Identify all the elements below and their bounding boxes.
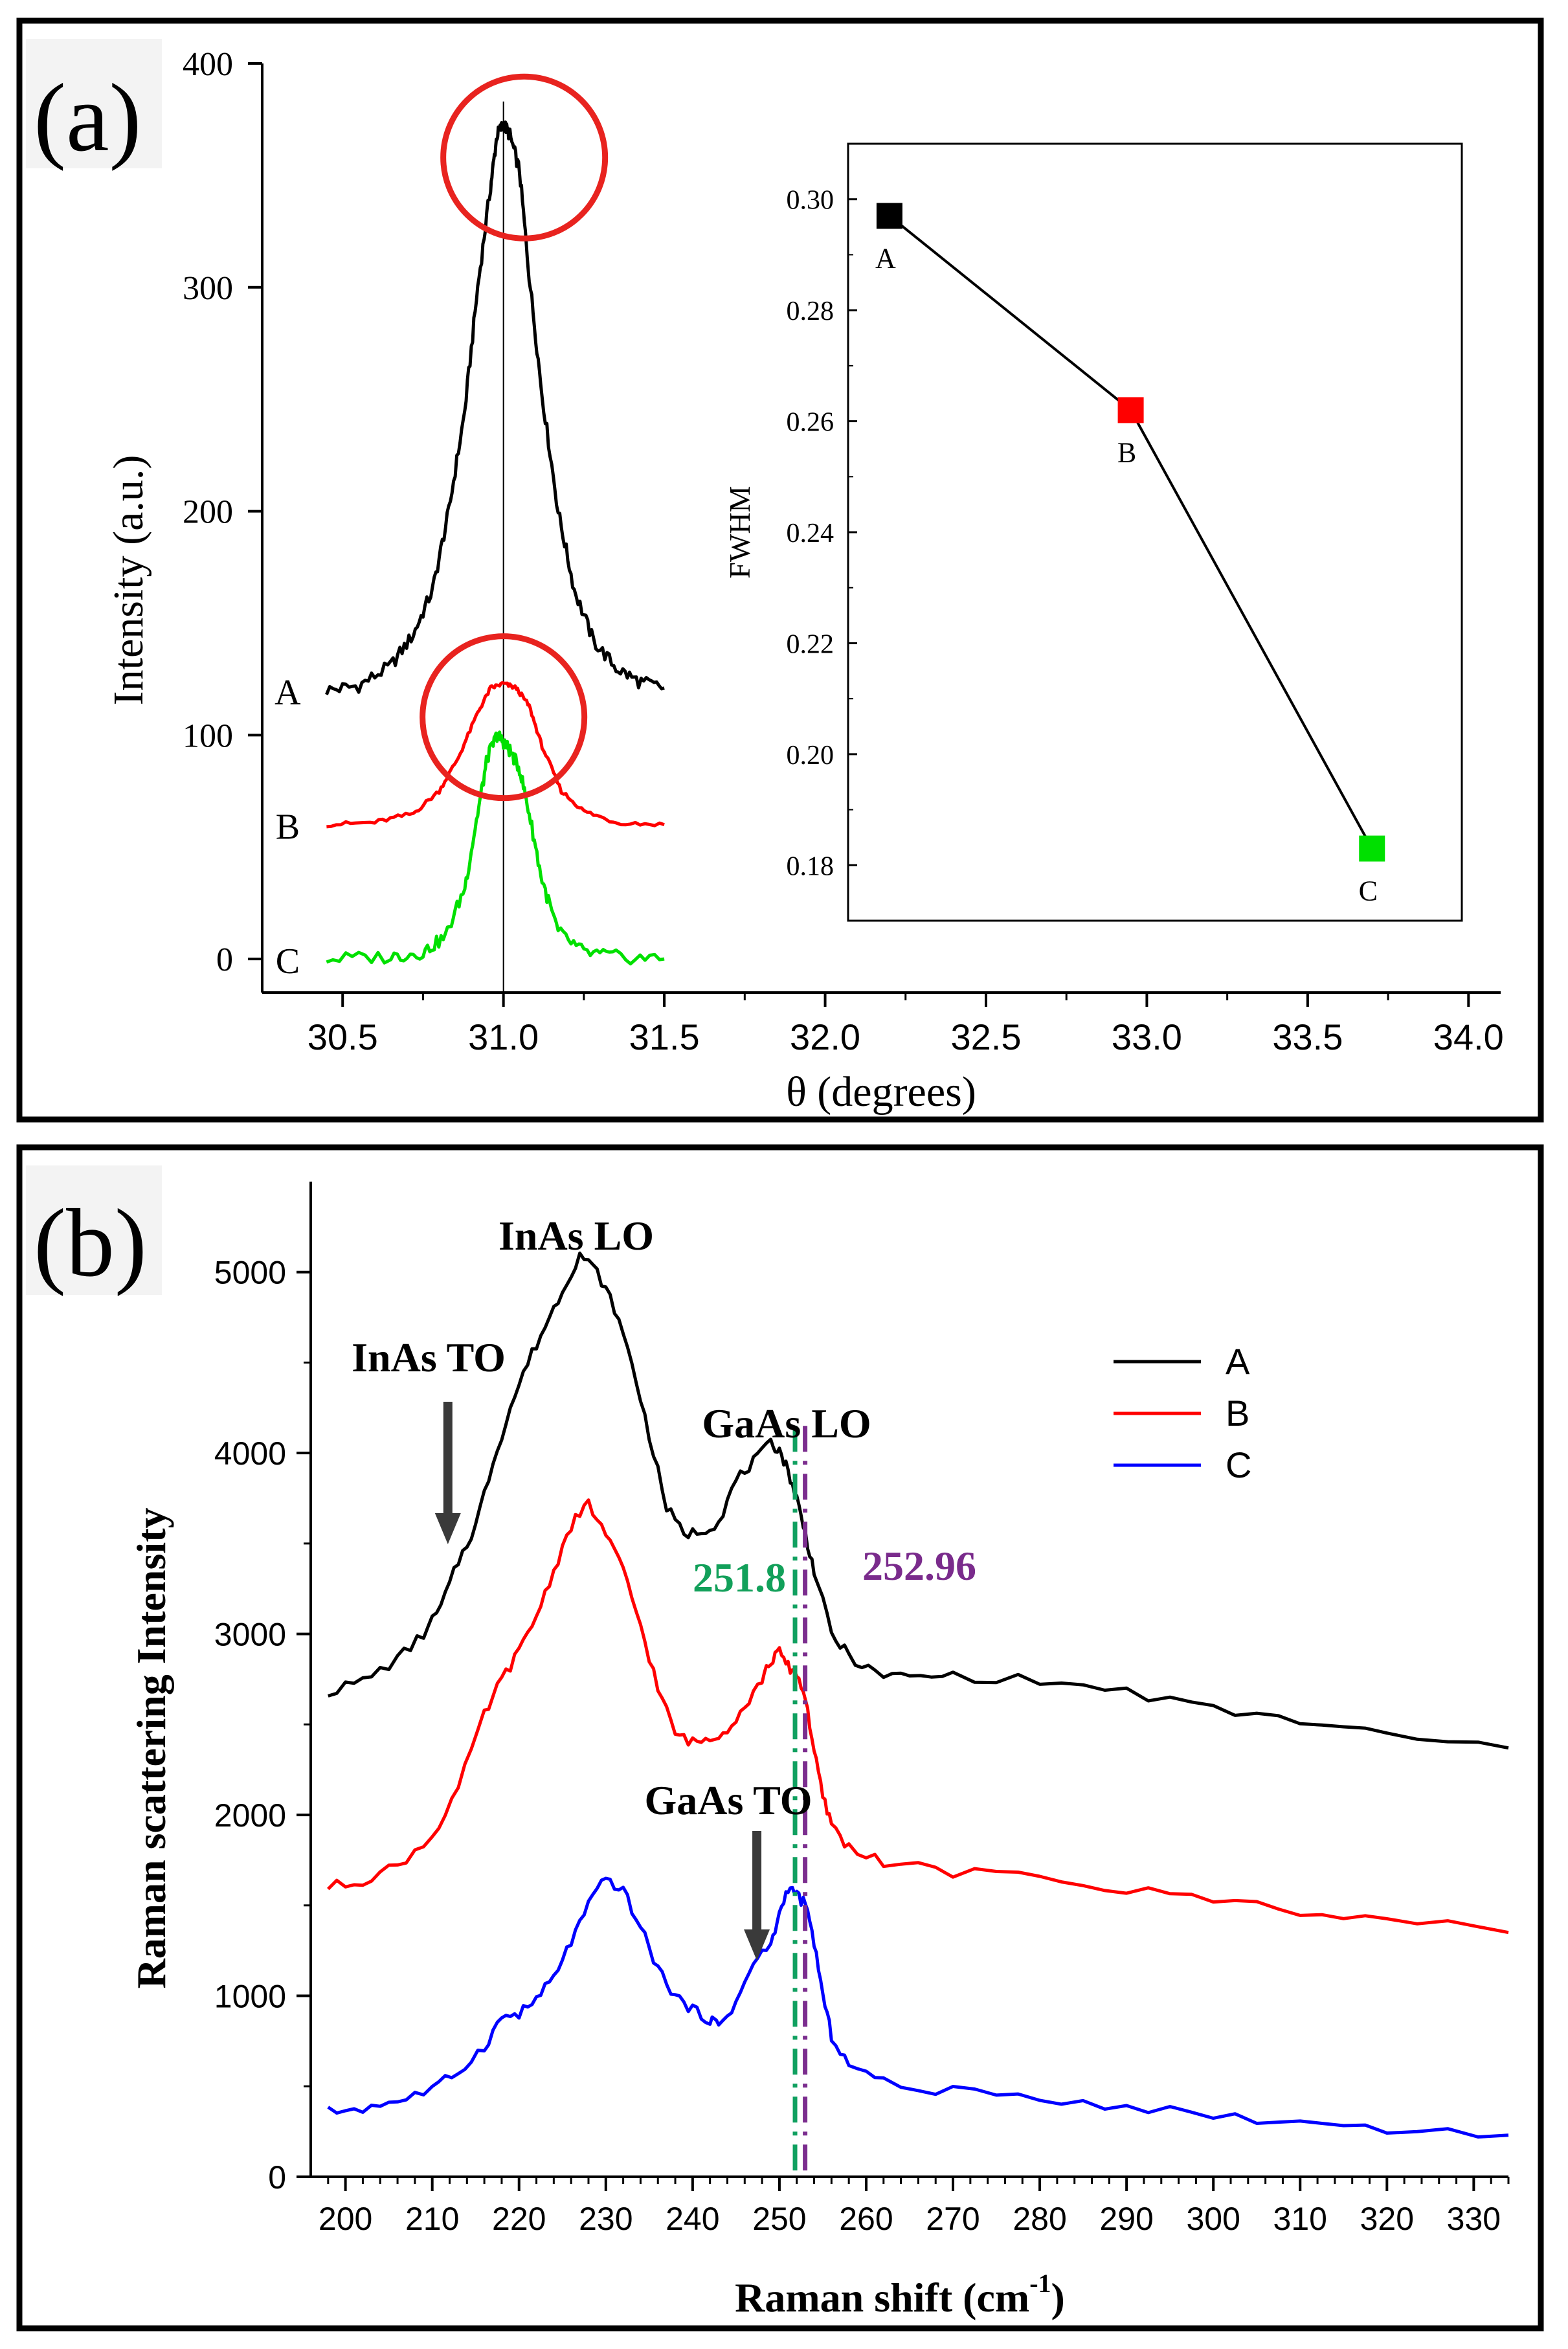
panel-b-xtick-label: 240 xyxy=(666,2201,719,2237)
panel-a-series-label-a: A xyxy=(274,673,301,713)
panel-b-xtick-label: 220 xyxy=(492,2201,546,2237)
panel-a-series-label-c: C xyxy=(276,941,300,982)
panel-b-frame xyxy=(16,1144,1544,2332)
panel-b-xlabel: Raman shift (cm-1) xyxy=(735,2269,1065,2321)
panel-b-series-b-line xyxy=(327,1498,1509,1935)
panel-a-ytick-label: 0 xyxy=(216,941,233,978)
panel-b-series-a-line xyxy=(328,1252,1509,1750)
annotation-251-8: 251.8 xyxy=(693,1555,786,1601)
panel-a-ytick-label: 300 xyxy=(183,270,233,307)
panel-a-series-a-line xyxy=(325,120,665,695)
panel-a-xtick-label: 34.0 xyxy=(1433,1017,1504,1057)
inset-point-label-c: C xyxy=(1359,875,1378,907)
panel-b-xtick-label: 250 xyxy=(752,2201,806,2237)
panel-b-xtick-label: 210 xyxy=(405,2201,459,2237)
inset-point-c xyxy=(1359,835,1385,862)
panel-a-ylabel: Intensity (a.u.) xyxy=(105,455,152,706)
panel-a-xtick-label: 33.5 xyxy=(1272,1017,1343,1057)
panel-b-ylabel: Raman scattering Intensity xyxy=(128,1507,174,1988)
panel-a-frame xyxy=(16,17,1544,1123)
panel-b-series-c-line xyxy=(327,1876,1509,2139)
panel-a-series-b-line xyxy=(326,681,665,829)
panel-a-inset: 0.18 0.20 0.22 0.24 0.26 0.28 0.30 A B C xyxy=(787,142,1463,922)
panel-b-xtick-label: 330 xyxy=(1447,2201,1501,2237)
panel-a-xtick-label: 33.0 xyxy=(1112,1017,1182,1057)
inset-point-label-a: A xyxy=(875,242,896,274)
inset-ylabel: FWHM xyxy=(723,486,756,578)
panel-b-xtick-label: 310 xyxy=(1273,2201,1327,2237)
panel-a-ytick-label: 100 xyxy=(183,717,233,754)
panel-b-label: (b) xyxy=(34,1189,147,1297)
panel-a-series-c-line xyxy=(326,730,665,966)
panel-a-xtick-label: 31.0 xyxy=(468,1017,539,1057)
inset-point-a xyxy=(876,203,902,229)
panel-b-xtick-label: 270 xyxy=(926,2201,980,2237)
panel-b-xtick-label: 260 xyxy=(839,2201,893,2237)
inset-ytick-label: 0.28 xyxy=(787,297,834,326)
panel-b-ytick-label: 5000 xyxy=(214,1255,286,1291)
inset-ytick-label: 0.30 xyxy=(787,186,834,216)
panel-a-xtick-label: 32.5 xyxy=(950,1017,1021,1057)
gaas-to-arrow-head xyxy=(744,1929,770,1961)
legend-label-c: C xyxy=(1226,1444,1251,1485)
legend-label-b: B xyxy=(1226,1393,1249,1433)
inset-ytick-label: 0.22 xyxy=(787,629,834,659)
panel-b-xtick-label: 230 xyxy=(579,2201,633,2237)
panel-a-xtick-label: 30.5 xyxy=(308,1017,378,1057)
panel-b-ytick-label: 1000 xyxy=(214,1979,286,2015)
inas-to-arrow-head xyxy=(434,1513,461,1544)
inset-ytick-label: 0.24 xyxy=(787,519,834,548)
inset-point-label-b: B xyxy=(1117,436,1136,468)
panel-a-chart: 30.5 31.0 31.5 32.0 32.5 33.0 33.5 34.0 0 100 200 3… xyxy=(183,46,1504,1057)
annotation-252-96: 252.96 xyxy=(862,1543,976,1589)
panel-b-ytick-label: 0 xyxy=(268,2159,286,2196)
annotation-inas-to: InAs TO xyxy=(352,1334,506,1380)
peak-highlight-circle-b xyxy=(420,633,588,802)
panel-b-ytick-label: 2000 xyxy=(214,1797,286,1834)
panel-b-ytick-label: 3000 xyxy=(214,1617,286,1653)
panel-a-ytick-label: 400 xyxy=(183,46,233,83)
legend: A B C xyxy=(1114,1341,1251,1485)
panel-a-xlabel: θ (degrees) xyxy=(786,1068,976,1116)
annotation-inas-lo: InAs LO xyxy=(498,1213,654,1259)
panel-b-xtick-label: 320 xyxy=(1360,2201,1414,2237)
panel-a-xtick-label: 31.5 xyxy=(629,1017,700,1057)
panel-b-xtick-label: 200 xyxy=(319,2201,372,2237)
legend-label-a: A xyxy=(1226,1341,1250,1382)
panel-b-xtick-label: 280 xyxy=(1013,2201,1066,2237)
panel-b-chart: 200 210 220 230 240 250 260 270 280 290 300 310 320 3… xyxy=(214,1182,1510,2237)
panel-b-xtick-label: 300 xyxy=(1186,2201,1240,2237)
inset-point-b xyxy=(1117,397,1144,423)
peak-highlight-circle-a xyxy=(440,73,609,242)
panel-a-series-label-b: B xyxy=(276,807,300,848)
panel-b-xtick-label: 290 xyxy=(1099,2201,1153,2237)
inset-ytick-label: 0.20 xyxy=(787,741,834,770)
panel-a-xtick-label: 32.0 xyxy=(790,1017,860,1057)
panel-a-ytick-label: 200 xyxy=(183,494,233,531)
panel-b-ytick-label: 4000 xyxy=(214,1435,286,1472)
inset-ytick-label: 0.18 xyxy=(787,851,834,881)
annotation-gaas-to: GaAs TO xyxy=(644,1777,812,1823)
annotation-gaas-lo: GaAs LO xyxy=(702,1400,871,1446)
inset-ytick-label: 0.26 xyxy=(787,408,834,438)
panel-a-label: (a) xyxy=(34,64,141,172)
